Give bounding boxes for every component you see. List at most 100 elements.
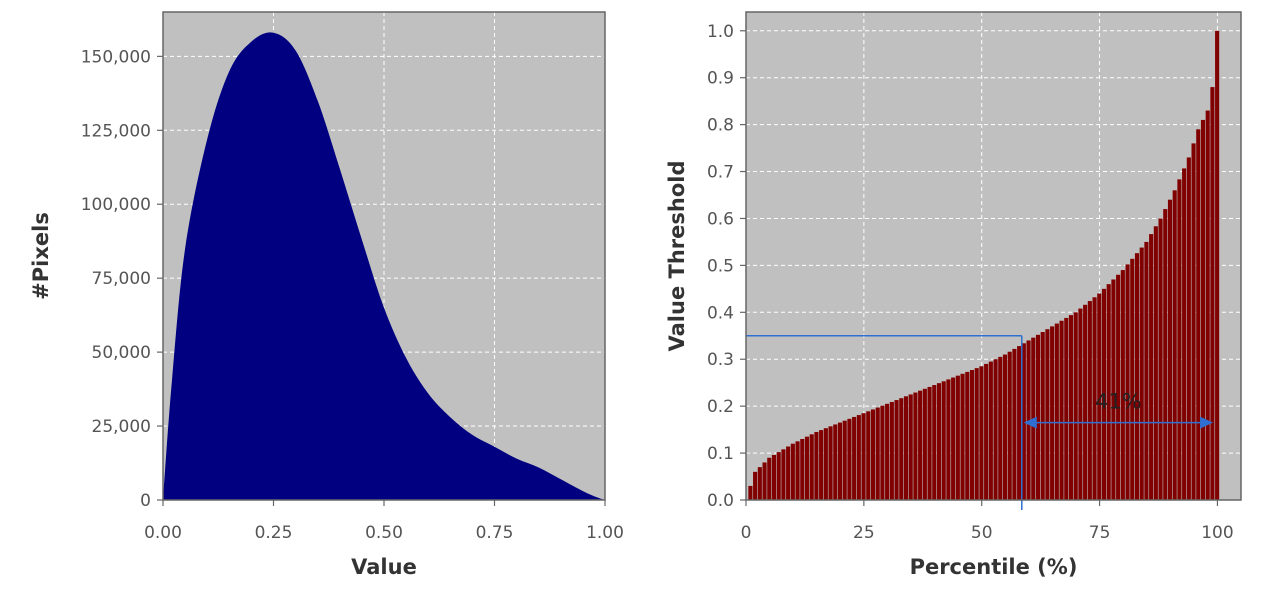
percentile-bar (988, 361, 993, 500)
percentile-bar (767, 457, 772, 500)
percentile-bar (1002, 354, 1008, 500)
percentile-bar (998, 356, 1003, 500)
percentile-bar (1215, 30, 1220, 501)
percentile-bar (984, 363, 989, 500)
percentile-ytick-label-7: 0.7 (707, 163, 734, 183)
percentile-ytick-label-5: 0.5 (707, 256, 734, 276)
percentile-bar (1186, 157, 1191, 500)
histogram-xtick-label-2: 0.50 (365, 523, 403, 543)
percentile-ytick-label-4: 0.4 (707, 303, 734, 323)
annotation-arrowhead-right (1200, 416, 1214, 429)
histogram-ytick-label-5: 125,000 (81, 121, 151, 141)
histogram-ytick-label-0: 0 (140, 491, 151, 511)
percentile-bar (1210, 87, 1215, 501)
percentile-bar (1163, 209, 1168, 501)
percentile-ytick-label-2: 0.2 (707, 397, 734, 417)
percentile-bar (856, 415, 861, 500)
percentile-xtick-label-4: 100 (1201, 523, 1233, 543)
percentile-xtick-label-3: 75 (1089, 523, 1111, 543)
percentile-bar (866, 411, 871, 500)
percentile-bar (1200, 119, 1206, 500)
percentile-bar (922, 388, 927, 500)
percentile-bar (941, 381, 946, 500)
percentile-bar (1045, 329, 1050, 500)
histogram-ytick-label-6: 150,000 (81, 47, 151, 67)
percentile-bar (1182, 168, 1187, 500)
percentile-bar (1092, 297, 1097, 500)
percentile-bar (1120, 270, 1125, 500)
percentile-bar (748, 485, 753, 500)
percentile-bar (1205, 110, 1210, 501)
percentile-bar (1196, 129, 1201, 501)
percentile-xtick-label-1: 25 (853, 523, 875, 543)
percentile-bar (870, 409, 876, 500)
percentile-bar (1026, 340, 1031, 500)
percentile-bar (1111, 279, 1116, 500)
percentile-bar (776, 452, 781, 500)
percentile-bar (880, 405, 885, 500)
percentile-bar (969, 370, 975, 500)
histogram-ytick-label-4: 100,000 (81, 195, 151, 215)
percentile-ytick-label-10: 1.0 (707, 22, 734, 42)
percentile-bar (1040, 332, 1045, 500)
percentile-bar (1191, 143, 1196, 500)
percentile-bar (1134, 253, 1140, 500)
percentile-bar (1106, 284, 1111, 500)
percentile-xtick-label-0: 0 (741, 523, 752, 543)
percentile-bar (809, 434, 814, 500)
percentile-bar (1158, 218, 1163, 500)
percentile-bar (993, 359, 998, 500)
percentile-bar (823, 428, 828, 500)
percentile-bar (1153, 226, 1158, 501)
percentile-bar (1167, 199, 1173, 500)
histogram-area (163, 32, 605, 500)
histogram-x-axis-title: Value (351, 555, 417, 579)
percentile-bar (828, 426, 833, 500)
percentile-bar (790, 443, 795, 500)
percentile-bar (965, 371, 970, 500)
percentile-bar (960, 373, 965, 500)
percentile-bar (1017, 346, 1022, 500)
percentile-bar (753, 471, 758, 500)
histogram-ytick-label-2: 50,000 (92, 343, 151, 363)
percentile-bar (814, 431, 819, 500)
percentile-bar (974, 368, 979, 500)
percentile-bar (1007, 351, 1012, 500)
percentile-bar (781, 449, 786, 500)
percentile-bar (762, 462, 767, 500)
percentile-bar (1012, 348, 1017, 500)
percentile-bar (1139, 247, 1144, 500)
percentile-bar (903, 396, 909, 500)
histogram-y-axis-title: #Pixels (29, 212, 53, 300)
percentile-bar (837, 422, 843, 500)
percentile-x-axis-title: Percentile (%) (910, 555, 1078, 579)
histogram-ytick-label-1: 25,000 (92, 417, 151, 437)
annotation-label: 41% (1095, 390, 1142, 414)
percentile-bar (1083, 304, 1088, 500)
percentile-bar (1149, 234, 1154, 500)
percentile-ytick-label-6: 0.6 (707, 209, 734, 229)
percentile-bar (1125, 264, 1130, 500)
percentile-bar (833, 424, 838, 500)
percentile-y-axis-title: Value Threshold (665, 161, 689, 352)
percentile-bar (786, 446, 791, 500)
percentile-frame (745, 11, 1242, 501)
percentile-bar (804, 436, 810, 500)
percentile-bar (918, 390, 923, 500)
percentile-ytick-label-0: 0.0 (707, 491, 734, 511)
percentile-bar (913, 392, 918, 500)
percentile-ytick-label-8: 0.8 (707, 116, 734, 136)
percentile-bar (795, 441, 800, 500)
percentile-bar (1050, 326, 1055, 500)
percentile-bar (936, 383, 942, 500)
annotation-arrowhead-left (1023, 416, 1037, 429)
percentile-bar (1144, 241, 1149, 500)
percentile-bar (1054, 323, 1059, 500)
percentile-bar (1097, 293, 1102, 500)
percentile-bar (1021, 343, 1026, 500)
percentile-xtick-label-2: 50 (971, 523, 993, 543)
percentile-bar (842, 420, 847, 500)
percentile-bar (1116, 274, 1121, 500)
percentile-bar (908, 394, 913, 500)
percentile-bar (1177, 179, 1182, 500)
